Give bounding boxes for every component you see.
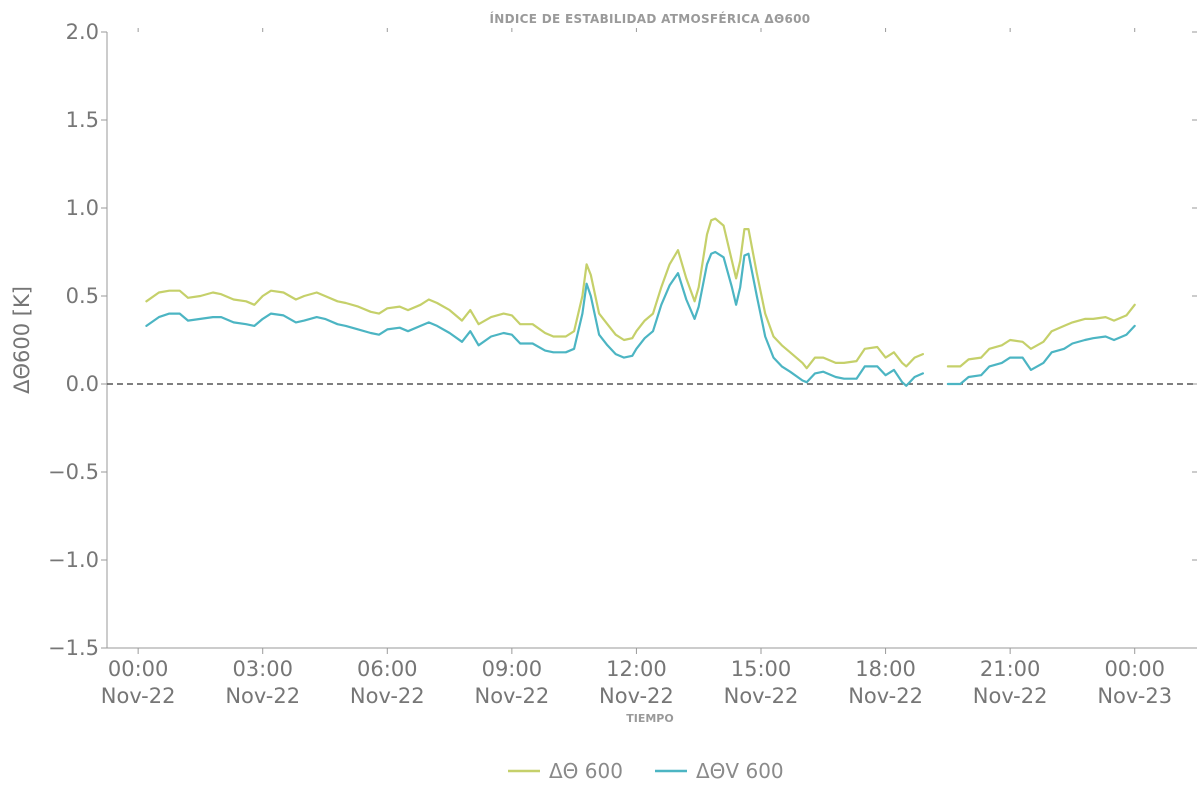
x-tick-time-label: 03:00 <box>232 657 293 681</box>
y-tick-label: −1.0 <box>48 548 99 572</box>
x-tick-date-label: Nov-22 <box>350 684 425 708</box>
legend: ΔΘ 600 ΔΘV 600 <box>508 759 784 783</box>
x-tick-date-label: Nov-22 <box>973 684 1048 708</box>
x-tick-time-label: 06:00 <box>357 657 418 681</box>
legend-label-theta-v: ΔΘV 600 <box>696 759 784 783</box>
x-tick-time-label: 15:00 <box>731 657 792 681</box>
x-tick-date-label: Nov-22 <box>225 684 300 708</box>
x-tick-time-label: 18:00 <box>855 657 916 681</box>
x-tick-date-label: Nov-22 <box>101 684 176 708</box>
x-tick-time-label: 12:00 <box>606 657 667 681</box>
x-tick-date-label: Nov-22 <box>599 684 674 708</box>
top-tick-marks <box>137 28 1136 32</box>
axes <box>106 32 1197 649</box>
series-line-delta-theta-v <box>145 250 1136 387</box>
x-axis-label: TIEMPO <box>626 712 673 725</box>
x-tick-time-label: 00:00 <box>1104 657 1165 681</box>
x-tick-date-label: Nov-22 <box>724 684 799 708</box>
y-tick-label: −1.5 <box>48 636 99 660</box>
series-line-delta-theta <box>145 217 1136 370</box>
y-ticks: 2.0 1.5 1.0 0.5 0.0 −0.5 −1.0 −1.5 <box>48 20 107 660</box>
series-layer <box>145 217 1136 387</box>
x-tick-date-label: Nov-23 <box>1097 684 1172 708</box>
y-tick-label: 2.0 <box>66 20 99 44</box>
y-tick-label: 1.5 <box>66 108 99 132</box>
y-tick-label: 0.0 <box>66 372 99 396</box>
x-tick-time-label: 09:00 <box>482 657 543 681</box>
x-tick-time-label: 21:00 <box>980 657 1041 681</box>
legend-label-theta: ΔΘ 600 <box>549 759 623 783</box>
x-ticks: 00:00 Nov-22 03:00 Nov-22 06:00 Nov-22 09:00 No… <box>101 648 1172 708</box>
right-tick-marks <box>1192 31 1197 649</box>
y-tick-label: 0.5 <box>66 284 99 308</box>
x-tick-date-label: Nov-22 <box>848 684 923 708</box>
y-tick-label: −0.5 <box>48 460 99 484</box>
x-tick-date-label: Nov-22 <box>474 684 549 708</box>
y-axis-label: ΔΘ600 [K] <box>10 286 34 394</box>
x-tick-time-label: 00:00 <box>108 657 169 681</box>
y-tick-label: 1.0 <box>66 196 99 220</box>
chart-title: ÍNDICE DE ESTABILIDAD ATMOSFÉRICA ΔΘ600 <box>490 11 811 26</box>
